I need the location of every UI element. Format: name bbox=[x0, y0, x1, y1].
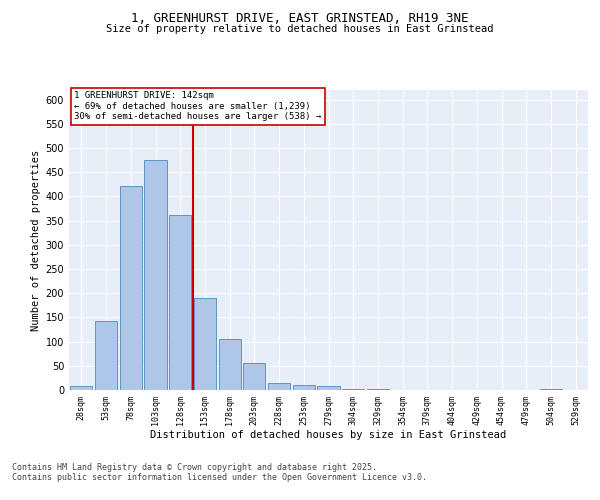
Text: Size of property relative to detached houses in East Grinstead: Size of property relative to detached ho… bbox=[106, 24, 494, 34]
X-axis label: Distribution of detached houses by size in East Grinstead: Distribution of detached houses by size … bbox=[151, 430, 506, 440]
Bar bbox=[194, 298, 216, 390]
Bar bbox=[367, 389, 389, 390]
Bar bbox=[540, 388, 562, 390]
Bar bbox=[169, 215, 191, 390]
Bar bbox=[293, 384, 315, 390]
Bar bbox=[95, 321, 117, 390]
Bar bbox=[268, 383, 290, 390]
Bar bbox=[342, 389, 364, 390]
Text: Contains HM Land Registry data © Crown copyright and database right 2025.
Contai: Contains HM Land Registry data © Crown c… bbox=[12, 462, 427, 482]
Y-axis label: Number of detached properties: Number of detached properties bbox=[31, 150, 41, 330]
Bar bbox=[70, 386, 92, 390]
Bar bbox=[243, 364, 265, 390]
Bar bbox=[218, 339, 241, 390]
Text: 1, GREENHURST DRIVE, EAST GRINSTEAD, RH19 3NE: 1, GREENHURST DRIVE, EAST GRINSTEAD, RH1… bbox=[131, 12, 469, 26]
Bar bbox=[145, 160, 167, 390]
Bar bbox=[317, 386, 340, 390]
Text: 1 GREENHURST DRIVE: 142sqm
← 69% of detached houses are smaller (1,239)
30% of s: 1 GREENHURST DRIVE: 142sqm ← 69% of deta… bbox=[74, 92, 322, 122]
Bar bbox=[119, 186, 142, 390]
